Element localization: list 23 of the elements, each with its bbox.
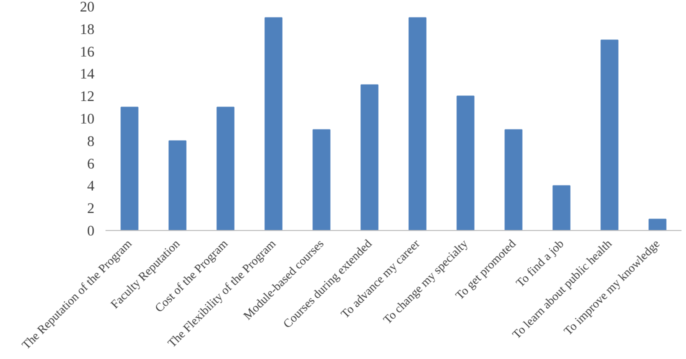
bar (552, 185, 570, 230)
y-tick-label: 20 (80, 0, 94, 16)
y-tick-label: 16 (80, 44, 94, 60)
bar (312, 129, 330, 230)
bar (600, 40, 618, 230)
y-tick-label: 8 (87, 134, 94, 150)
y-tick-label: 18 (80, 22, 94, 38)
bar (264, 17, 282, 230)
bar (648, 218, 666, 230)
bar (120, 106, 138, 230)
y-tick-label: 12 (80, 89, 94, 106)
bar (216, 106, 234, 230)
bar (408, 17, 426, 230)
bar (456, 96, 474, 230)
y-tick-label: 4 (87, 178, 96, 195)
bar (360, 84, 378, 230)
bar (168, 140, 186, 230)
y-tick-label: 6 (87, 156, 94, 172)
y-tick-label: 2 (87, 201, 94, 218)
y-tick-label: 14 (80, 66, 96, 83)
bar (504, 129, 522, 230)
y-tick-label: 0 (87, 224, 94, 240)
y-tick-label: 10 (80, 112, 94, 128)
